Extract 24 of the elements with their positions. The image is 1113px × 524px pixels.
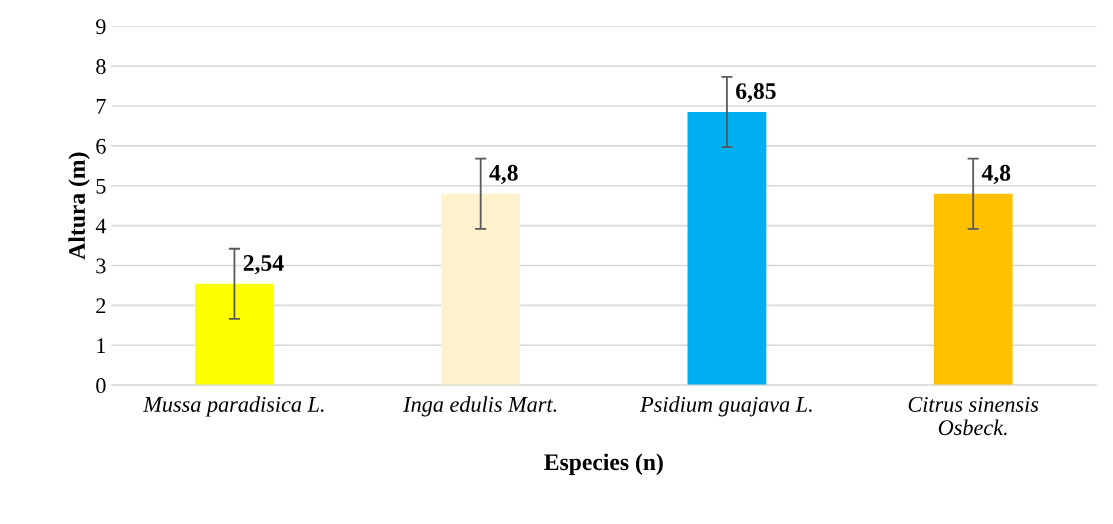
y-tick-label: 6 — [96, 138, 106, 154]
bar — [687, 111, 767, 386]
y-tick-label: 5 — [96, 178, 106, 194]
bar — [441, 193, 521, 386]
y-tick-label: 0 — [96, 378, 106, 394]
y-tick-label: 1 — [97, 338, 106, 353]
y-tick-label: 3 — [96, 258, 106, 274]
data-label: 6,85 — [736, 83, 776, 103]
bar — [933, 193, 1013, 386]
y-tick-label: 8 — [96, 59, 106, 75]
data-label: 4,8 — [489, 164, 518, 185]
data-label: 4,8 — [981, 164, 1011, 185]
y-tick-label: 7 — [96, 99, 106, 114]
y-tick-label: 9 — [96, 19, 106, 35]
data-label: 2,54 — [243, 255, 284, 275]
x-tick-label: Mussa paradisica L. — [143, 396, 324, 417]
x-axis-title: Especies (n) — [544, 453, 663, 475]
y-axis-title: Altura (m) — [68, 152, 90, 260]
y-tick-label: 2 — [96, 298, 106, 314]
x-tick-label: Inga edulis Mart. — [403, 396, 557, 417]
x-tick-label: Psidium guajava L. — [640, 396, 812, 417]
y-tick-label: 4 — [95, 218, 107, 234]
bar — [195, 283, 274, 386]
x-tick-label: Citrus sinensis Osbeck. — [908, 396, 1039, 436]
